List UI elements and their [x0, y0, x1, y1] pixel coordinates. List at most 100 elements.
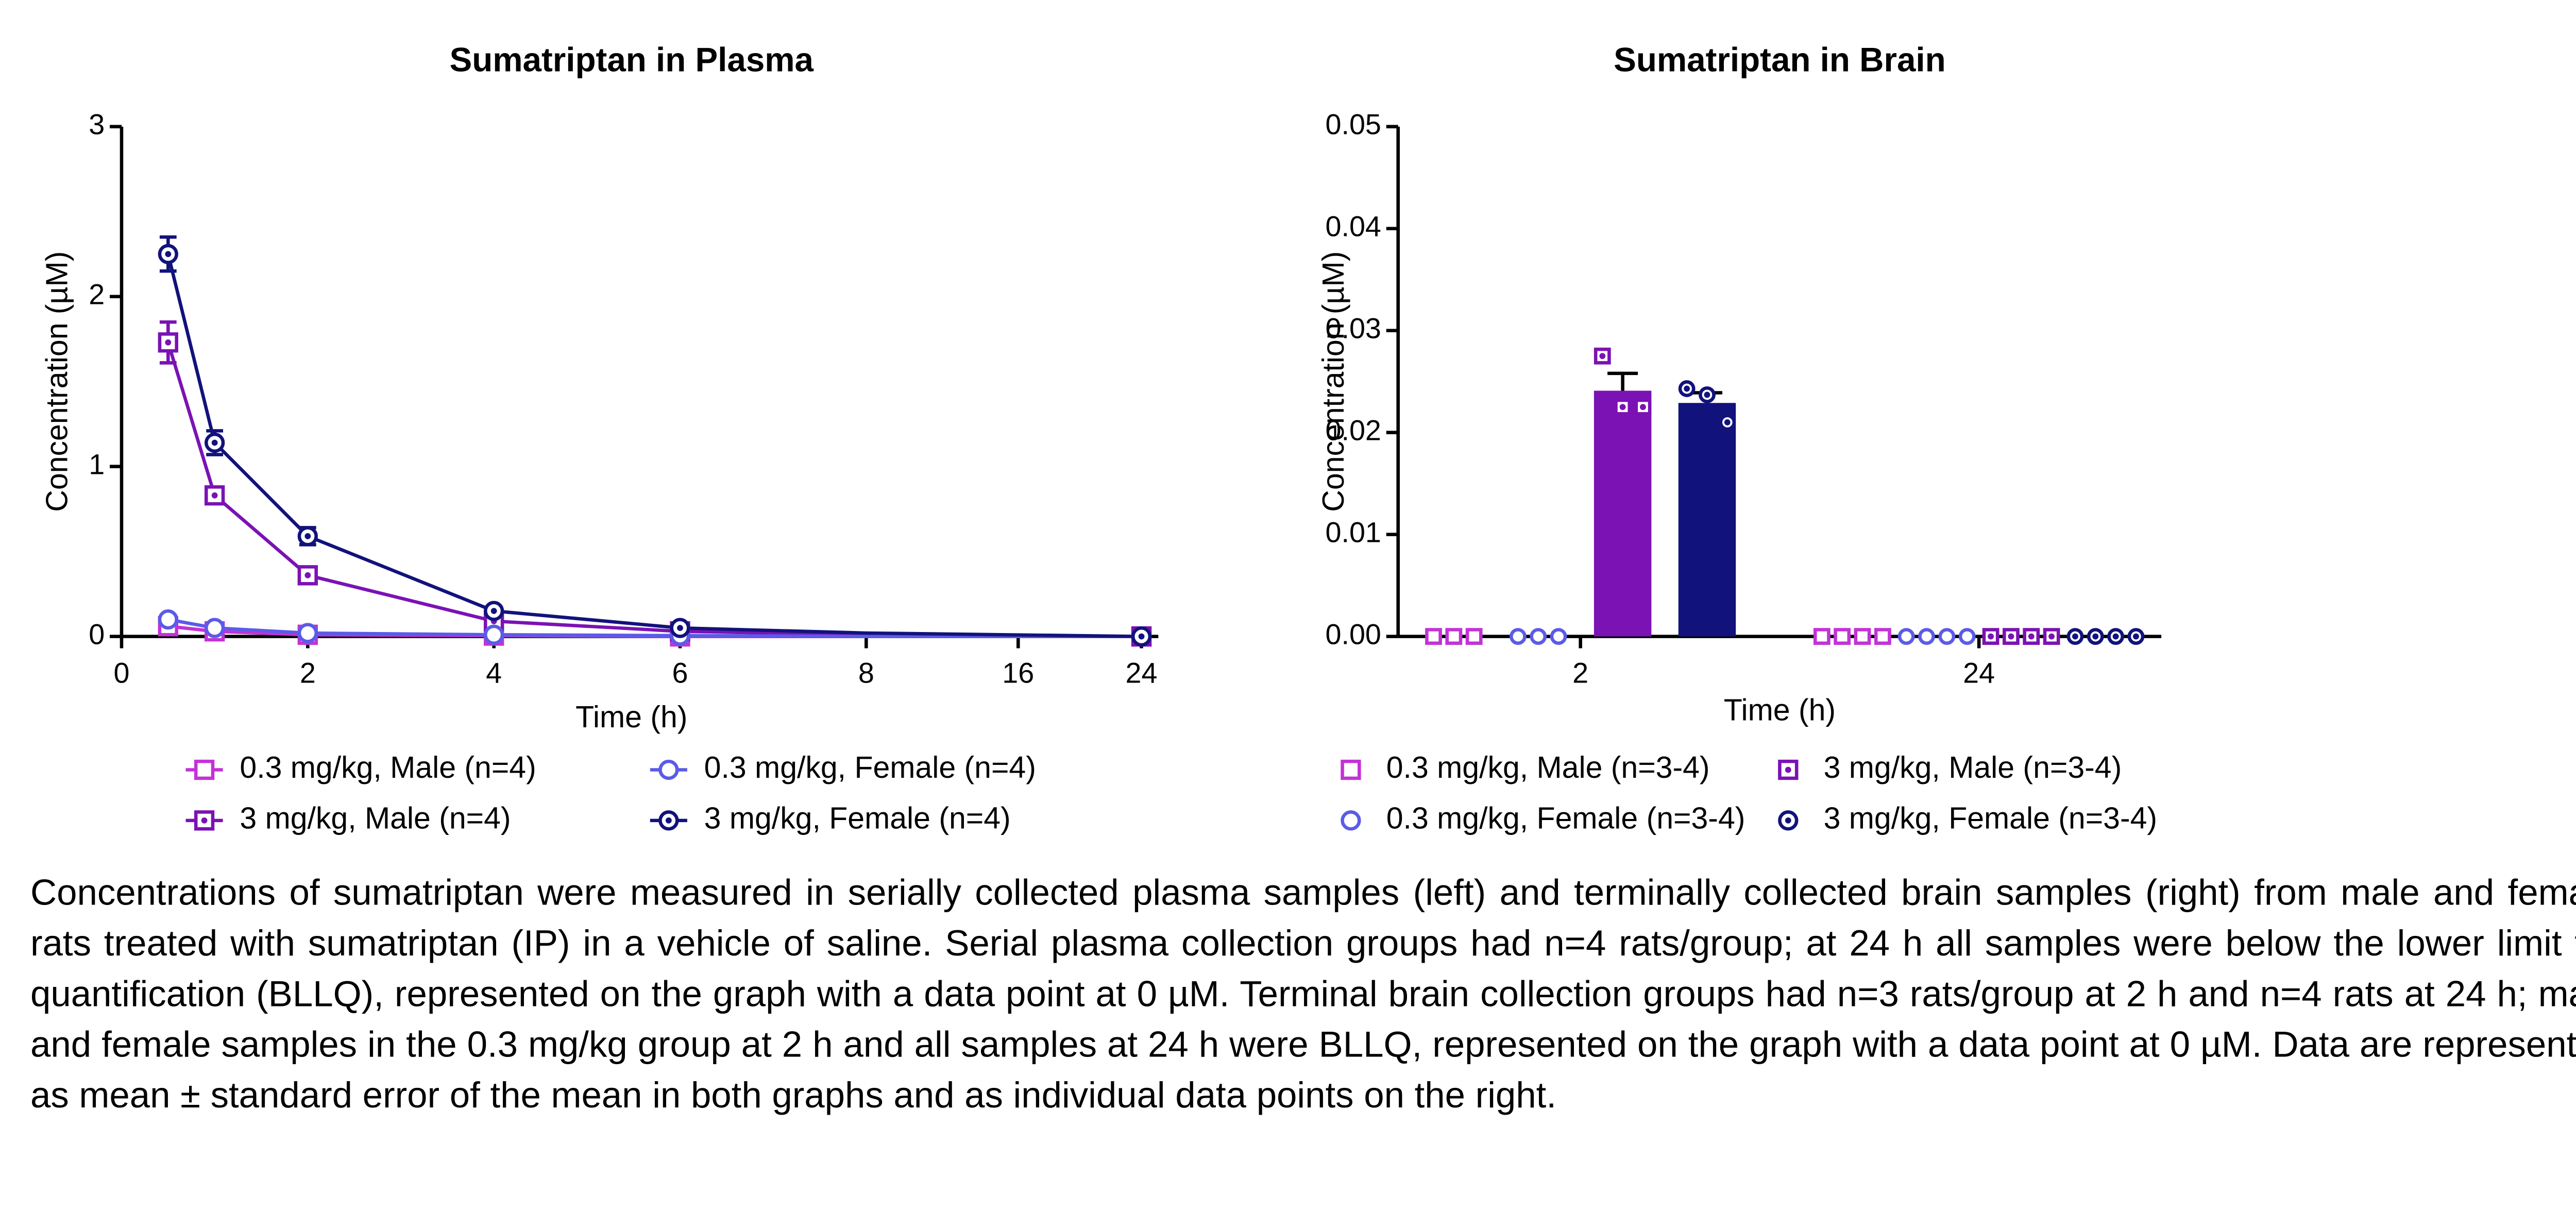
legend-label: 3 mg/kg, Female (n=4): [704, 801, 1011, 835]
y-tick-label: 0.00: [1326, 618, 1381, 650]
x-tick-label: 8: [858, 657, 874, 689]
chart-title: Sumatriptan in Plasma: [450, 41, 814, 79]
marker-dot: [490, 608, 497, 614]
marker-dot: [2072, 633, 2078, 640]
legend-item: 3 mg/kg, Male (n=4): [185, 801, 511, 835]
caption-box: Concentrations of sumatriptan were measu…: [30, 871, 2576, 1116]
marker: [1510, 628, 1527, 645]
error-bar: [1607, 371, 1638, 391]
marker: [1938, 628, 1956, 645]
marker-dot: [211, 492, 218, 499]
marker: [204, 618, 225, 638]
marker-dot: [201, 817, 208, 824]
y-axis-label: Concentration (µM): [40, 251, 74, 512]
legend-item: 0.3 mg/kg, Male (n=4): [185, 750, 536, 784]
marker-dot: [1704, 391, 1710, 398]
legend-label: 3 mg/kg, Female (n=3-4): [1824, 801, 2157, 835]
marker: [1897, 628, 1915, 645]
y-tick-label: 0: [89, 618, 105, 650]
marker: [1918, 628, 1935, 645]
marker-dot: [2112, 633, 2119, 640]
marker: [1778, 759, 1799, 780]
marker: [1874, 628, 1891, 645]
plasma-chart: Sumatriptan in Plasma Concentration (µM) 0…: [40, 41, 1159, 835]
marker-dot: [304, 572, 311, 578]
marker-dot: [2028, 633, 2035, 640]
legend-item: 0.3 mg/kg, Female (n=4): [650, 750, 1036, 784]
legend-label: 0.3 mg/kg, Male (n=4): [240, 750, 536, 784]
y-tick-label: 0.05: [1326, 109, 1381, 141]
x-tick-label: 0: [113, 657, 129, 689]
x-axis-label: Time (h): [1724, 693, 1836, 727]
marker: [658, 759, 679, 780]
y-tick-label: 3: [89, 109, 105, 141]
y-tick-label: 0.01: [1326, 516, 1381, 548]
marker: [1530, 628, 1547, 645]
x-tick-label: 24: [1126, 657, 1158, 689]
marker-dot: [165, 251, 172, 258]
y-tick-label: 0.04: [1326, 210, 1381, 242]
chart-title: Sumatriptan in Brain: [1614, 41, 1945, 79]
marker-dot: [2133, 633, 2139, 640]
marker: [483, 624, 504, 645]
marker-dot: [1684, 385, 1690, 392]
marker: [1982, 628, 1999, 645]
legend-item: 0.3 mg/kg, Male (n=3-4): [1341, 750, 1710, 784]
marker: [1341, 759, 1361, 780]
legend-label: 3 mg/kg, Male (n=3-4): [1824, 750, 2122, 784]
y-tick-label: 2: [89, 278, 105, 310]
marker-dot: [211, 439, 218, 446]
marker-dot: [2092, 633, 2099, 640]
bar: [1594, 390, 1652, 637]
y-tick-label: 1: [89, 448, 105, 480]
marker: [1834, 628, 1851, 645]
y-axis-label: Concentration (µM): [1316, 251, 1350, 512]
legend-label: 0.3 mg/kg, Female (n=4): [704, 750, 1036, 784]
marker: [1854, 628, 1871, 645]
marker: [1465, 628, 1483, 645]
x-tick-label: 24: [1963, 657, 1995, 689]
marker: [1813, 628, 1831, 645]
marker: [2043, 628, 2060, 645]
legend-item: 0.3 mg/kg, Female (n=3-4): [1341, 801, 1745, 835]
bar: [1678, 403, 1736, 637]
marker-dot: [1988, 633, 1994, 640]
legend-label: 0.3 mg/kg, Female (n=3-4): [1386, 801, 1745, 835]
marker-dot: [2048, 633, 2055, 640]
marker-dot: [665, 817, 672, 824]
legend-item: 3 mg/kg, Female (n=4): [650, 801, 1011, 835]
caption: Concentrations of sumatriptan were measu…: [30, 871, 2576, 1116]
marker: [1425, 628, 1442, 645]
marker: [1550, 628, 1567, 645]
legend-label: 0.3 mg/kg, Male (n=3-4): [1386, 750, 1710, 784]
marker-dot: [1785, 817, 1791, 824]
x-tick-label: 6: [672, 657, 688, 689]
y-tick-label: 0.03: [1326, 312, 1381, 344]
marker: [1445, 628, 1463, 645]
marker-dot: [1640, 404, 1646, 411]
marker-dot: [1138, 633, 1145, 640]
marker: [158, 609, 178, 630]
marker: [297, 623, 318, 643]
x-axis-label: Time (h): [575, 700, 687, 734]
legend-label: 3 mg/kg, Male (n=4): [240, 801, 511, 835]
marker: [1958, 628, 1976, 645]
series-line: [166, 342, 1142, 638]
marker: [1341, 810, 1361, 831]
x-tick-label: 16: [1002, 657, 1034, 689]
marker-dot: [1619, 404, 1626, 411]
marker: [194, 759, 215, 780]
legend-item: 3 mg/kg, Female (n=3-4): [1778, 801, 2157, 835]
marker-dot: [677, 625, 683, 631]
marker-dot: [2008, 633, 2014, 640]
marker: [1614, 398, 1631, 416]
legend-item: 3 mg/kg, Male (n=3-4): [1778, 750, 2122, 784]
marker-dot: [1599, 353, 1606, 360]
marker-dot: [304, 533, 311, 539]
x-tick-label: 4: [486, 657, 502, 689]
x-tick-label: 2: [300, 657, 316, 689]
marker-dot: [165, 339, 172, 346]
